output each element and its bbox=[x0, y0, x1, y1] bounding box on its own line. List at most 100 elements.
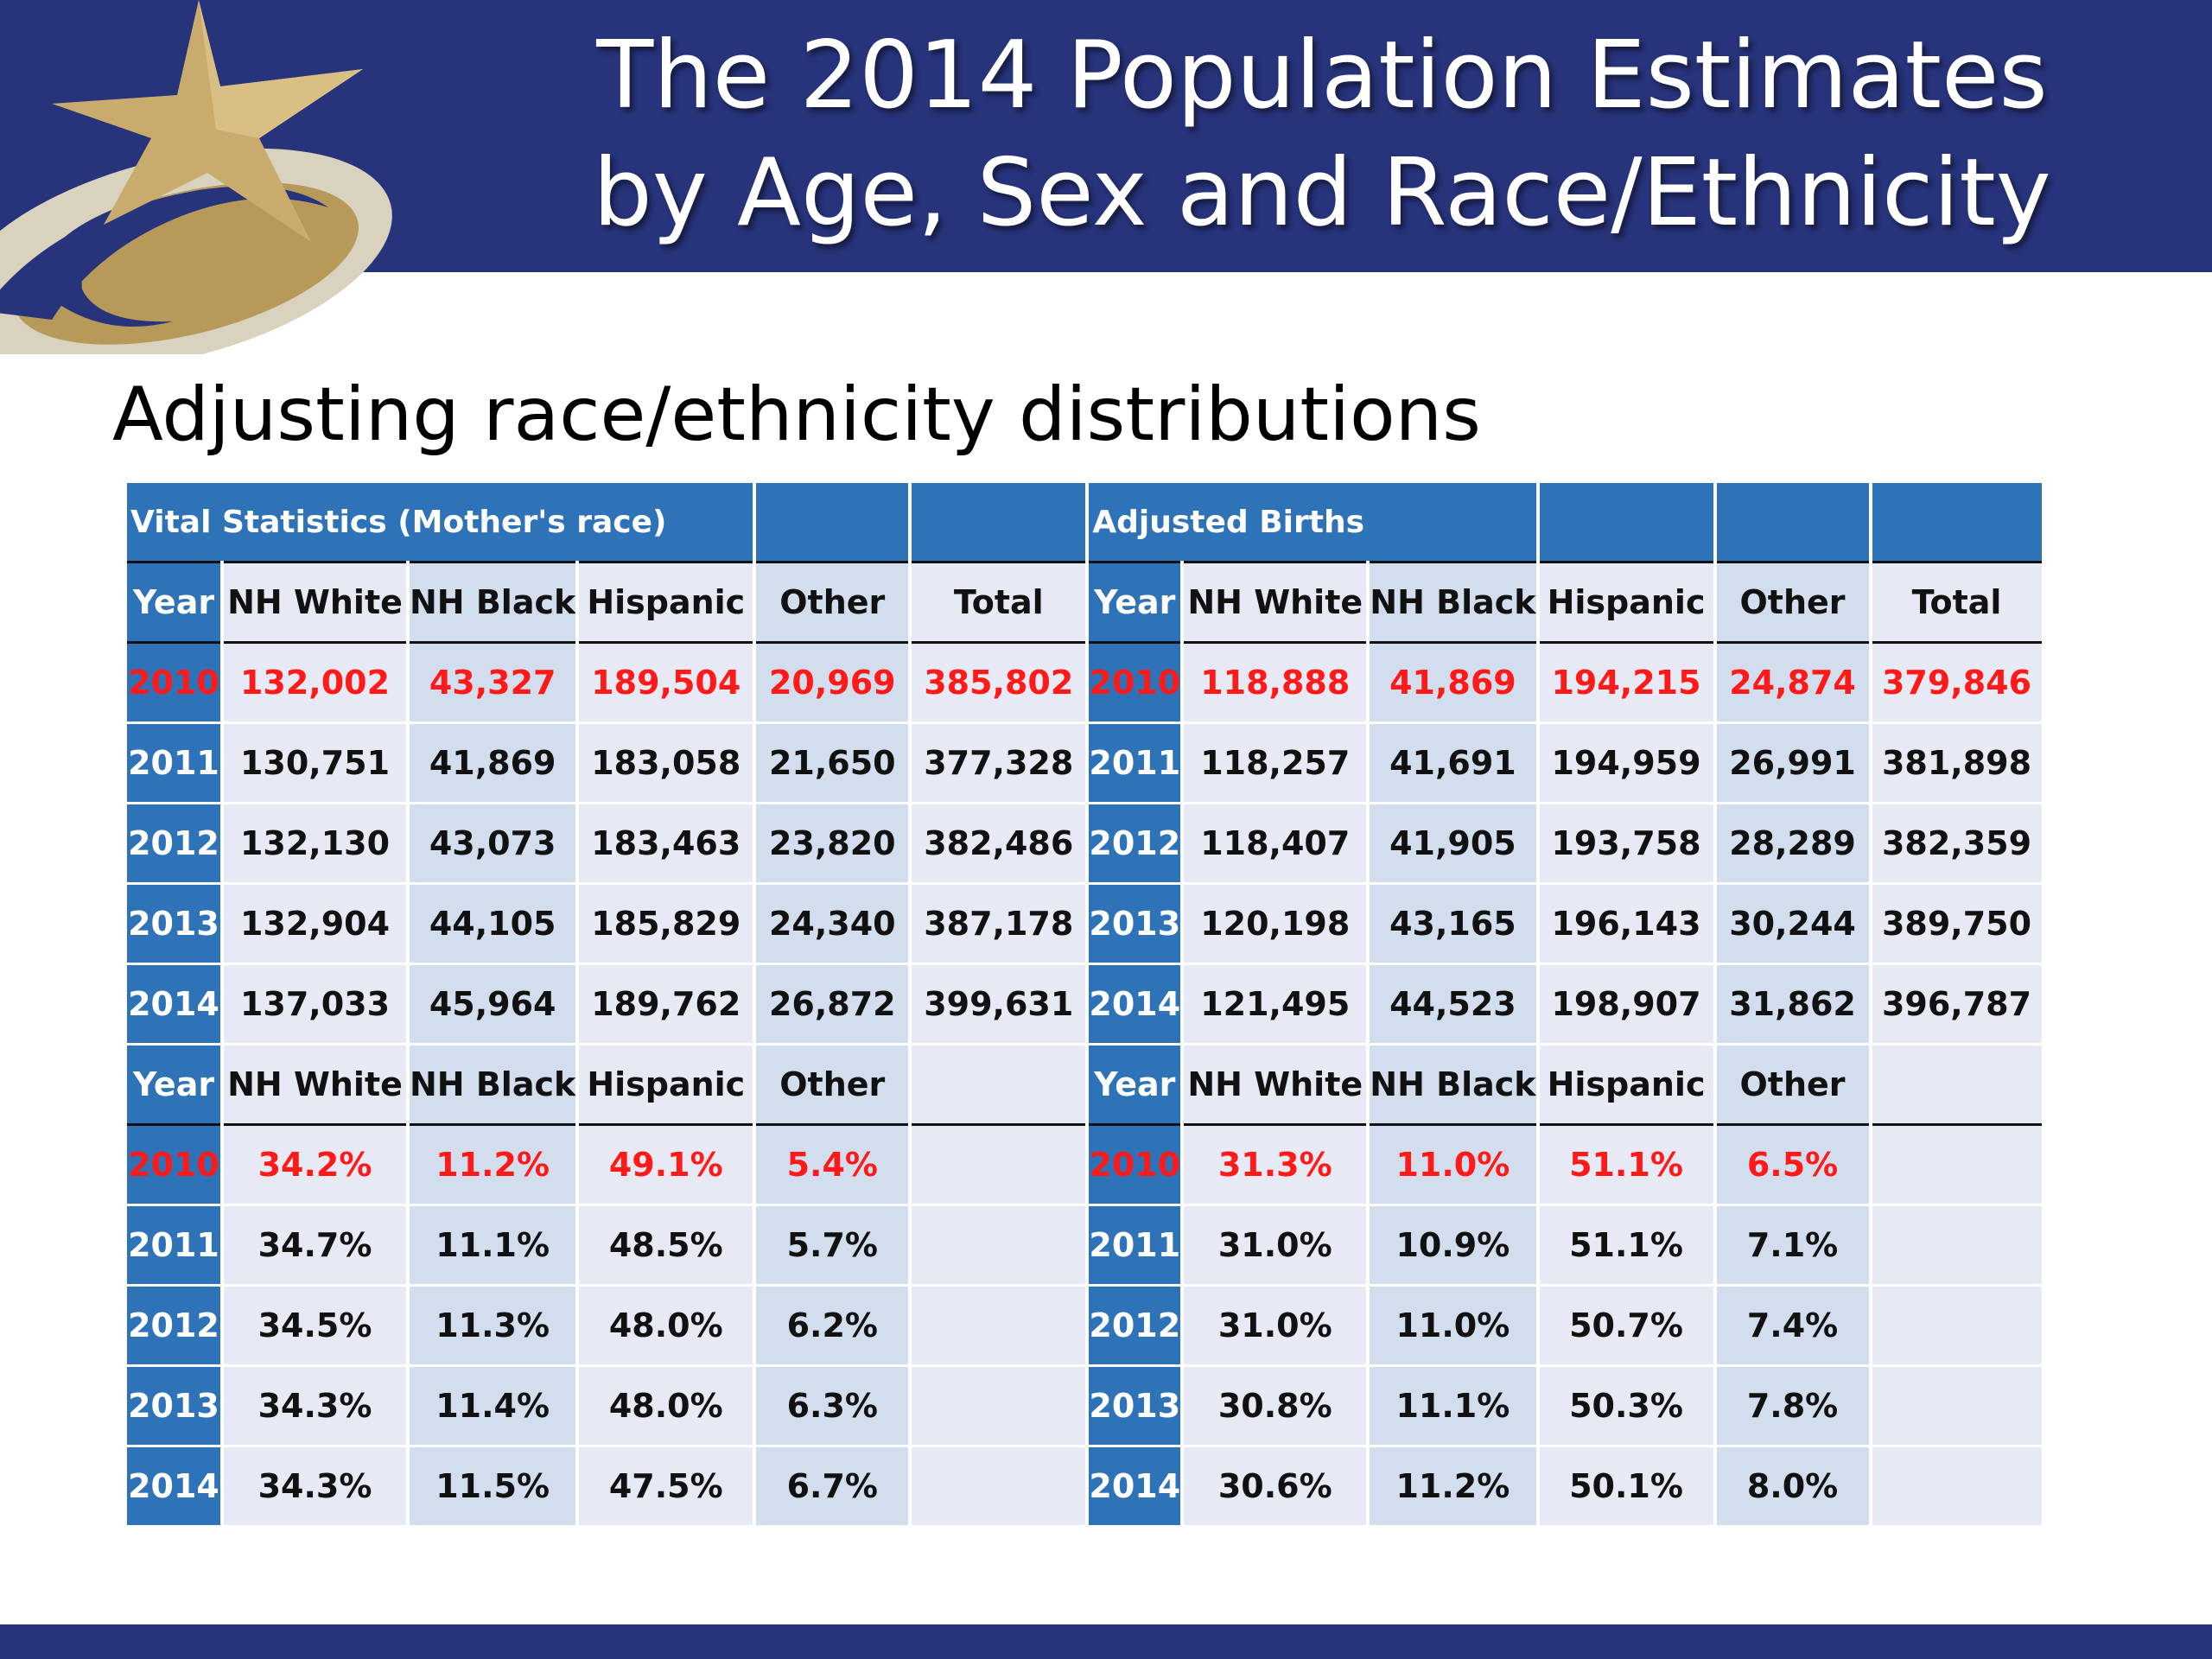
value-cell: 34.2% bbox=[222, 1124, 410, 1206]
footer-band bbox=[0, 1624, 2212, 1659]
value-cell: 11.1% bbox=[408, 1205, 580, 1287]
column-header-row: Year NH White NH Black Hispanic Other Year NH … bbox=[127, 1044, 2045, 1126]
value-cell: 5.7% bbox=[754, 1205, 912, 1287]
value-cell: 7.4% bbox=[1714, 1285, 1872, 1367]
column-header: NH Black bbox=[1368, 1044, 1540, 1126]
value-cell: 198,907 bbox=[1537, 963, 1717, 1046]
value-cell: 31.0% bbox=[1182, 1285, 1370, 1367]
right-section-title: Adjusted Births bbox=[1087, 483, 1540, 563]
year-cell: 2012 bbox=[127, 1285, 224, 1367]
empty-cell bbox=[1870, 1205, 2045, 1287]
year-cell: 2014 bbox=[1087, 963, 1185, 1046]
value-cell: 7.1% bbox=[1714, 1205, 1872, 1287]
value-cell: 34.3% bbox=[222, 1365, 410, 1447]
value-cell: 30.6% bbox=[1182, 1446, 1370, 1528]
empty-cell bbox=[910, 1044, 1090, 1126]
value-cell: 183,058 bbox=[577, 722, 757, 804]
empty-cell bbox=[910, 1124, 1090, 1206]
year-cell: 2011 bbox=[127, 722, 224, 804]
value-cell: 26,991 bbox=[1714, 722, 1872, 804]
column-header: Other bbox=[1714, 562, 1872, 644]
title-line-2: by Age, Sex and Race/Ethnicity bbox=[593, 139, 2051, 247]
value-cell: 121,495 bbox=[1182, 963, 1370, 1046]
value-cell: 396,787 bbox=[1870, 963, 2045, 1046]
empty-cell bbox=[910, 1285, 1090, 1367]
year-cell: 2010 bbox=[1087, 642, 1185, 724]
table-row: 2010 132,002 43,327 189,504 20,969 385,802 201… bbox=[127, 642, 2045, 724]
value-cell: 118,888 bbox=[1182, 642, 1370, 724]
value-cell: 45,964 bbox=[408, 963, 580, 1046]
value-cell: 11.2% bbox=[1368, 1446, 1540, 1528]
value-cell: 34.5% bbox=[222, 1285, 410, 1367]
year-cell: 2011 bbox=[1087, 722, 1185, 804]
value-cell: 49.1% bbox=[577, 1124, 757, 1206]
value-cell: 194,215 bbox=[1537, 642, 1717, 724]
table-row: 2012 34.5% 11.3% 48.0% 6.2% 2012 31.0% 11.0% 50.… bbox=[127, 1285, 2045, 1367]
table-row: 2014 34.3% 11.5% 47.5% 6.7% 2014 30.6% 11.2% 50.… bbox=[127, 1446, 2045, 1528]
value-cell: 382,486 bbox=[910, 803, 1090, 885]
year-cell: 2014 bbox=[127, 1446, 224, 1528]
value-cell: 50.1% bbox=[1537, 1446, 1717, 1528]
table-row: 2014 137,033 45,964 189,762 26,872 399,631 201… bbox=[127, 963, 2045, 1046]
value-cell: 137,033 bbox=[222, 963, 410, 1046]
value-cell: 194,959 bbox=[1537, 722, 1717, 804]
star-logo-icon bbox=[0, 0, 392, 354]
column-header: NH White bbox=[222, 562, 410, 644]
year-cell: 2013 bbox=[127, 1365, 224, 1447]
value-cell: 193,758 bbox=[1537, 803, 1717, 885]
slide-title: The 2014 Population Estimates by Age, Se… bbox=[484, 17, 2160, 252]
value-cell: 6.5% bbox=[1714, 1124, 1872, 1206]
value-cell: 183,463 bbox=[577, 803, 757, 885]
empty-cell bbox=[1870, 1044, 2045, 1126]
table-banner-row: Vital Statistics (Mother's race) Adjuste… bbox=[127, 483, 2045, 563]
value-cell: 11.3% bbox=[408, 1285, 580, 1367]
value-cell: 132,130 bbox=[222, 803, 410, 885]
table-row: 2012 132,130 43,073 183,463 23,820 382,486 201… bbox=[127, 803, 2045, 885]
value-cell: 48.5% bbox=[577, 1205, 757, 1287]
value-cell: 31.3% bbox=[1182, 1124, 1370, 1206]
column-header: Total bbox=[910, 562, 1090, 644]
table-row: 2013 34.3% 11.4% 48.0% 6.3% 2013 30.8% 11.1% 50.… bbox=[127, 1365, 2045, 1447]
value-cell: 5.4% bbox=[754, 1124, 912, 1206]
value-cell: 41,869 bbox=[1368, 642, 1540, 724]
value-cell: 10.9% bbox=[1368, 1205, 1540, 1287]
value-cell: 118,257 bbox=[1182, 722, 1370, 804]
value-cell: 26,872 bbox=[754, 963, 912, 1046]
value-cell: 48.0% bbox=[577, 1365, 757, 1447]
value-cell: 51.1% bbox=[1537, 1205, 1717, 1287]
banner-spacer bbox=[754, 483, 912, 563]
column-header: Other bbox=[1714, 1044, 1872, 1126]
value-cell: 50.7% bbox=[1537, 1285, 1717, 1367]
column-header: Other bbox=[754, 1044, 912, 1126]
value-cell: 48.0% bbox=[577, 1285, 757, 1367]
title-line-1: The 2014 Population Estimates bbox=[596, 22, 2048, 130]
column-header: Year bbox=[127, 1044, 224, 1126]
value-cell: 31,862 bbox=[1714, 963, 1872, 1046]
value-cell: 11.0% bbox=[1368, 1124, 1540, 1206]
value-cell: 24,874 bbox=[1714, 642, 1872, 724]
value-cell: 44,523 bbox=[1368, 963, 1540, 1046]
value-cell: 11.4% bbox=[408, 1365, 580, 1447]
race-ethnicity-table: Vital Statistics (Mother's race) Adjuste… bbox=[127, 483, 2045, 1528]
table-row: 2013 132,904 44,105 185,829 24,340 387,178 201… bbox=[127, 883, 2045, 965]
year-cell: 2012 bbox=[1087, 1285, 1185, 1367]
value-cell: 43,073 bbox=[408, 803, 580, 885]
value-cell: 11.5% bbox=[408, 1446, 580, 1528]
year-cell: 2013 bbox=[1087, 883, 1185, 965]
value-cell: 189,762 bbox=[577, 963, 757, 1046]
empty-cell bbox=[1870, 1446, 2045, 1528]
banner-spacer bbox=[1537, 483, 1717, 563]
column-header: NH Black bbox=[408, 562, 580, 644]
value-cell: 43,327 bbox=[408, 642, 580, 724]
column-header: Hispanic bbox=[1537, 1044, 1717, 1126]
banner-spacer bbox=[1714, 483, 1872, 563]
column-header: NH White bbox=[222, 1044, 410, 1126]
table-body: Vital Statistics (Mother's race) Adjuste… bbox=[127, 483, 2045, 1528]
value-cell: 44,105 bbox=[408, 883, 580, 965]
column-header: NH White bbox=[1182, 1044, 1370, 1126]
value-cell: 118,407 bbox=[1182, 803, 1370, 885]
value-cell: 11.0% bbox=[1368, 1285, 1540, 1367]
slide-subtitle: Adjusting race/ethnicity distributions bbox=[112, 372, 1481, 458]
value-cell: 50.3% bbox=[1537, 1365, 1717, 1447]
value-cell: 11.2% bbox=[408, 1124, 580, 1206]
